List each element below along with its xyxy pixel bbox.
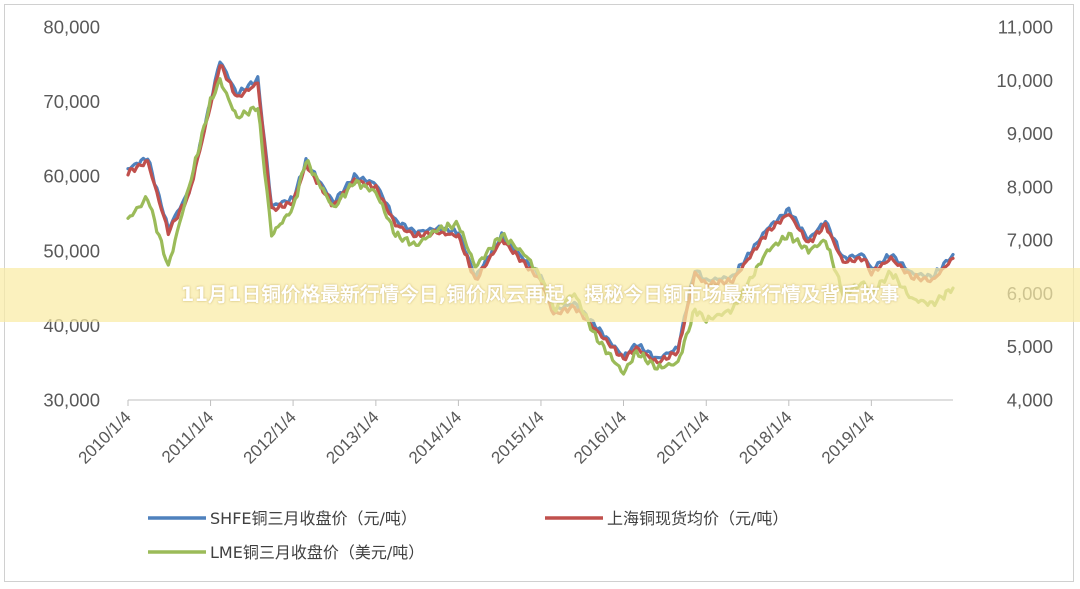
left-tick-label: 70,000	[43, 91, 100, 112]
right-tick-label: 4,000	[1007, 390, 1053, 411]
x-tick-label: 2013/1/4	[322, 407, 382, 467]
x-axis-ticks: 2010/1/4 2011/1/4 2012/1/4 2013/1/4 2014/1/4…	[75, 400, 878, 468]
x-tick-label: 2015/1/4	[488, 407, 548, 467]
right-tick-label: 10,000	[996, 70, 1053, 91]
banner-title: 11月1日铜价格最新行情今日,铜价风云再起，揭秘今日铜市场最新行情及背后故事	[180, 283, 900, 306]
legend: SHFE铜三月收盘价（元/吨） 上海铜现货均价（元/吨） LME铜三月收盘价（美元/…	[148, 509, 788, 562]
left-tick-label: 80,000	[43, 17, 100, 38]
x-tick-label: 2018/1/4	[735, 407, 795, 467]
legend-label: LME铜三月收盘价（美元/吨）	[210, 543, 424, 562]
legend-label: SHFE铜三月收盘价（元/吨）	[210, 509, 417, 528]
left-tick-label: 30,000	[43, 390, 100, 411]
x-tick-label: 2012/1/4	[240, 407, 300, 467]
left-tick-label: 60,000	[43, 166, 100, 187]
x-tick-label: 2014/1/4	[405, 407, 465, 467]
legend-lme: LME铜三月收盘价（美元/吨）	[148, 543, 424, 562]
right-tick-label: 11,000	[998, 17, 1053, 38]
series-lines	[126, 60, 955, 376]
legend-label: 上海铜现货均价（元/吨）	[607, 509, 788, 528]
left-tick-label: 50,000	[43, 240, 100, 261]
right-tick-label: 8,000	[1007, 176, 1053, 197]
legend-shanghai-spot: 上海铜现货均价（元/吨）	[545, 509, 788, 528]
legend-shfe: SHFE铜三月收盘价（元/吨）	[148, 509, 417, 528]
x-tick-label: 2019/1/4	[818, 407, 878, 467]
right-tick-label: 5,000	[1007, 336, 1053, 357]
right-axis-ticks: 4,0005,0006,0007,0008,0009,00010,00011,0…	[996, 17, 1053, 411]
right-tick-label: 7,000	[1007, 230, 1053, 251]
title-banner: 11月1日铜价格最新行情今日,铜价风云再起，揭秘今日铜市场最新行情及背后故事	[0, 268, 1080, 322]
x-tick-label: 2016/1/4	[570, 407, 630, 467]
x-tick-label: 2011/1/4	[158, 407, 217, 466]
x-tick-label: 2017/1/4	[653, 407, 713, 467]
x-tick-label: 2010/1/4	[75, 407, 135, 467]
right-tick-label: 9,000	[1007, 123, 1053, 144]
